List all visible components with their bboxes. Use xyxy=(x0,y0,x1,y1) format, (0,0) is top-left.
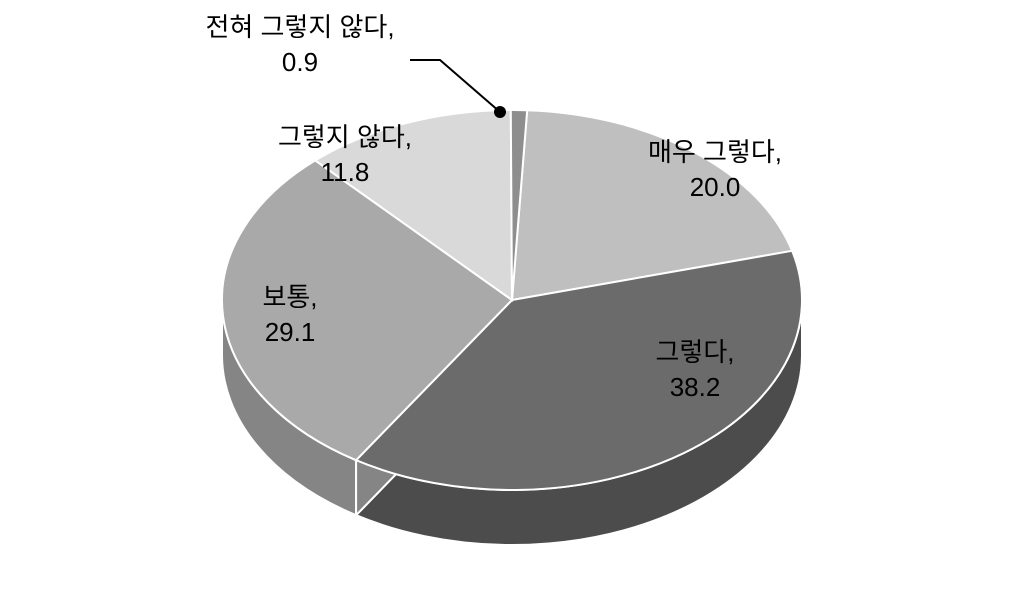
leader-line xyxy=(410,60,500,112)
slice-value: 38.2 xyxy=(670,372,721,402)
slice-value: 20.0 xyxy=(690,172,741,202)
slice-value: 0.9 xyxy=(282,47,318,77)
slice-category: 전혀 그렇지 않다 xyxy=(205,12,387,42)
pie-slice-label: 매우 그렇다, 20.0 xyxy=(648,135,782,205)
pie-slice-label: 보통, 29.1 xyxy=(262,280,317,350)
pie-slice-label: 그렇지 않다, 11.8 xyxy=(278,120,412,190)
pie-slice-label: 그렇다, 38.2 xyxy=(656,335,735,405)
chart-stage: 매우 그렇다, 20.0 그렇다, 38.2 보통, 29.1 그렇지 않다, 11.… xyxy=(0,0,1024,600)
slice-category: 보통 xyxy=(262,282,310,312)
slice-value: 11.8 xyxy=(321,157,370,187)
slice-category: 그렇지 않다 xyxy=(278,122,405,152)
slice-category: 매우 그렇다 xyxy=(648,137,775,167)
slice-value: 29.1 xyxy=(265,317,316,347)
slice-category: 그렇다 xyxy=(656,337,728,367)
pie-slice-label: 전혀 그렇지 않다, 0.9 xyxy=(205,10,394,80)
pie-chart-svg xyxy=(0,0,1024,600)
